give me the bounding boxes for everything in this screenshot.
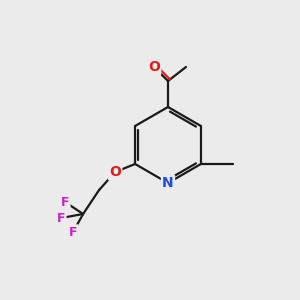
Text: F: F <box>61 196 69 208</box>
Text: N: N <box>162 176 174 190</box>
Text: F: F <box>57 212 65 224</box>
Text: O: O <box>148 60 160 74</box>
Text: F: F <box>69 226 77 238</box>
Text: O: O <box>109 165 121 179</box>
